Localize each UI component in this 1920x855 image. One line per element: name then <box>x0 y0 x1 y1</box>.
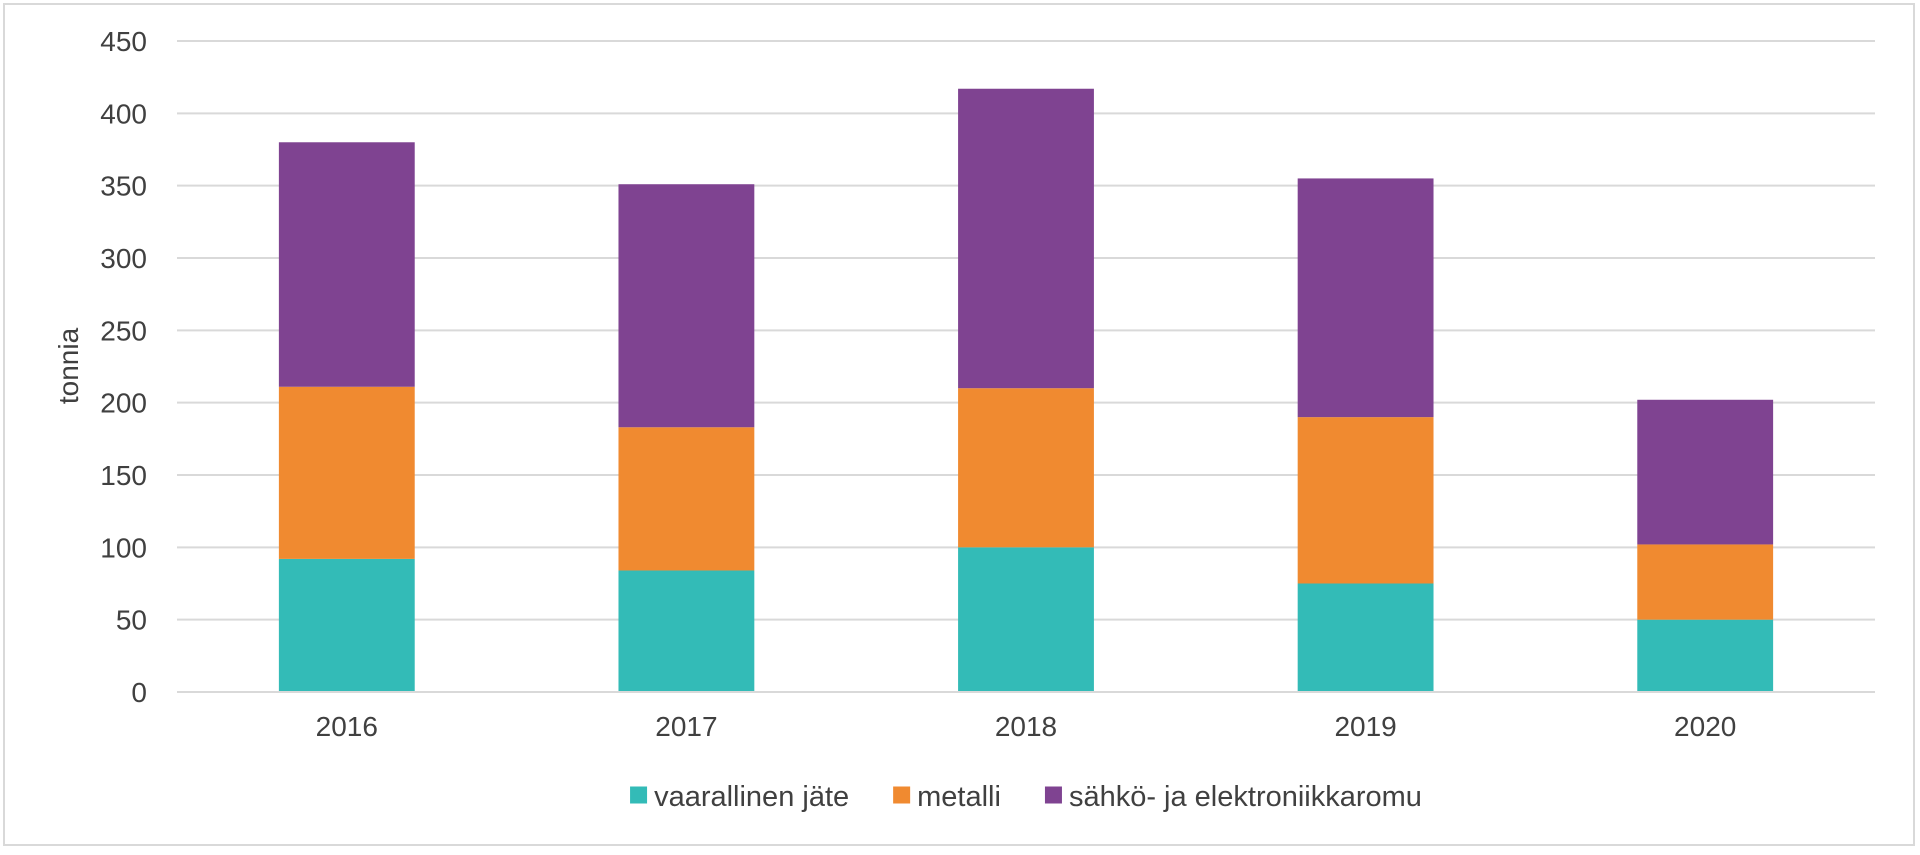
bar-2018-series-0 <box>958 547 1094 692</box>
y-tick-label-50: 50 <box>116 605 147 636</box>
bar-2019-series-0 <box>1297 583 1434 692</box>
y-tick-label-250: 250 <box>100 315 147 346</box>
bar-2016-series-1 <box>278 386 415 559</box>
bar-2017-series-2 <box>618 184 755 428</box>
legend-item-1: metalli <box>893 781 1001 813</box>
axes: 0 50 100 150 200 250 300 350 400 450 2016 2017 2018 2… <box>100 26 1875 742</box>
x-tick-label-2019: 2019 <box>1334 711 1396 742</box>
bar-2016-series-0 <box>278 558 415 692</box>
bar-2020-series-1 <box>1637 544 1774 620</box>
y-tick-label-450: 450 <box>100 26 147 57</box>
legend-item-2: sähkö- ja elektroniikkaromu <box>1044 781 1422 813</box>
bar-2020-series-0 <box>1637 619 1774 692</box>
y-tick-label-300: 300 <box>100 243 147 274</box>
legend-label-0: vaarallinen jäte <box>654 781 849 813</box>
legend: vaarallinen jäte metalli sähkö- ja elektro… <box>630 781 1422 813</box>
x-tick-label-2016: 2016 <box>316 711 378 742</box>
y-axis-title: tonnia <box>53 327 84 404</box>
bar-2019-series-2 <box>1297 178 1434 418</box>
legend-swatch-0 <box>630 786 648 804</box>
bar-2019-series-1 <box>1297 417 1434 584</box>
x-tick-label-2018: 2018 <box>995 711 1057 742</box>
legend-label-1: metalli <box>917 781 1001 813</box>
y-tick-label-400: 400 <box>100 98 147 129</box>
x-tick-label-2020: 2020 <box>1674 711 1736 742</box>
y-tick-label-350: 350 <box>100 171 147 202</box>
y-tick-label-0: 0 <box>131 677 147 708</box>
bar-2017-series-0 <box>618 570 755 692</box>
bar-2018-series-1 <box>958 388 1094 548</box>
x-tick-label-2017: 2017 <box>655 711 717 742</box>
bars <box>278 88 1774 692</box>
bar-2016-series-2 <box>278 142 415 387</box>
legend-swatch-2 <box>1044 786 1062 804</box>
legend-swatch-1 <box>893 786 911 804</box>
bar-2018-series-2 <box>958 88 1094 389</box>
y-tick-label-100: 100 <box>100 532 147 563</box>
y-tick-label-150: 150 <box>100 460 147 491</box>
bar-2020-series-2 <box>1637 399 1774 545</box>
y-tick-label-200: 200 <box>100 388 147 419</box>
bar-2017-series-1 <box>618 427 755 571</box>
legend-item-0: vaarallinen jäte <box>630 781 849 813</box>
legend-label-2: sähkö- ja elektroniikkaromu <box>1069 781 1422 813</box>
